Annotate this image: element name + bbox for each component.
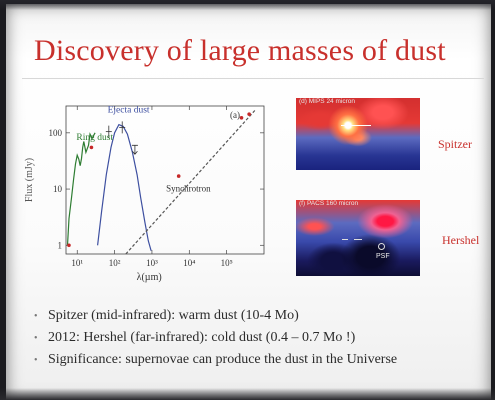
y-tick-label: 100 xyxy=(49,128,63,138)
x-tick-label: 10¹ xyxy=(71,258,83,268)
bullet-item: • Spitzer (mid-infrared): warm dust (10-… xyxy=(34,308,397,330)
data-point xyxy=(239,116,244,120)
x-tick-label: 10² xyxy=(109,258,121,268)
bullet-list: • Spitzer (mid-infrared): warm dust (10-… xyxy=(34,308,397,374)
spitzer-caption: (d) MIPS 24 micron xyxy=(299,98,355,105)
bullet-text: Significance: supernovae can produce the… xyxy=(48,352,398,367)
plot-frame xyxy=(65,105,265,255)
annotation-ring-dust: Ring dust xyxy=(76,133,113,143)
data-point xyxy=(247,112,251,116)
panel-label: (a) xyxy=(230,110,240,120)
x-axis-label: λ(µm) xyxy=(137,272,162,283)
herschel-image: PSF (f) PACS 160 micron xyxy=(296,200,420,276)
spitzer-image: (d) MIPS 24 micron xyxy=(296,98,420,170)
data-point xyxy=(176,174,181,178)
x-tick-label: 10³ xyxy=(146,258,158,268)
herschel-label: Hershel xyxy=(442,233,480,247)
annotation-synchrotron: Synchrotron xyxy=(166,184,211,194)
bullet-dot: • xyxy=(34,333,38,344)
y-tick-label: 1 xyxy=(58,240,63,250)
herschel-map xyxy=(296,200,420,276)
spitzer-map xyxy=(296,98,420,170)
bullet-item: • 2012: Hershel (far-infrared): cold dus… xyxy=(34,330,397,352)
bullet-dot: • xyxy=(34,311,38,322)
psf-label: PSF xyxy=(376,253,390,260)
series-line xyxy=(97,123,152,251)
series-line xyxy=(66,132,96,246)
spitzer-label: Spitzer xyxy=(438,137,472,151)
data-upper-limit xyxy=(131,144,138,155)
photo-edge-top xyxy=(0,0,495,10)
x-tick-label: 10⁴ xyxy=(183,258,195,268)
herschel-caption: (f) PACS 160 micron xyxy=(299,200,359,207)
y-tick-label: 10 xyxy=(53,184,63,194)
photo-edge-bottom xyxy=(0,388,495,400)
title-divider xyxy=(22,78,484,79)
series-line xyxy=(125,109,257,254)
slide-title: Discovery of large masses of dust xyxy=(34,34,446,67)
data-point xyxy=(89,145,94,150)
x-tick-label: 10⁵ xyxy=(221,258,233,268)
bullet-text: 2012: Hershel (far-infrared): cold dust … xyxy=(48,330,356,345)
presentation-slide: Discovery of large masses of dust 10¹ 10²… xyxy=(6,4,491,400)
bullet-text: Spitzer (mid-infrared): warm dust (10-4 … xyxy=(48,308,299,323)
annotation-ejecta-dust: Ejecta dust xyxy=(108,105,150,115)
bullet-item: • Significance: supernovae can produce t… xyxy=(34,352,397,374)
data-point xyxy=(67,243,71,248)
y-axis-label: Flux (mJy) xyxy=(24,158,35,202)
bullet-dot: • xyxy=(34,355,38,366)
sed-chart: 10¹ 10² 10³ 10⁴ 10⁵ 1 10 100 λ(µm) Flux (mJy) (a) R… xyxy=(24,105,265,283)
